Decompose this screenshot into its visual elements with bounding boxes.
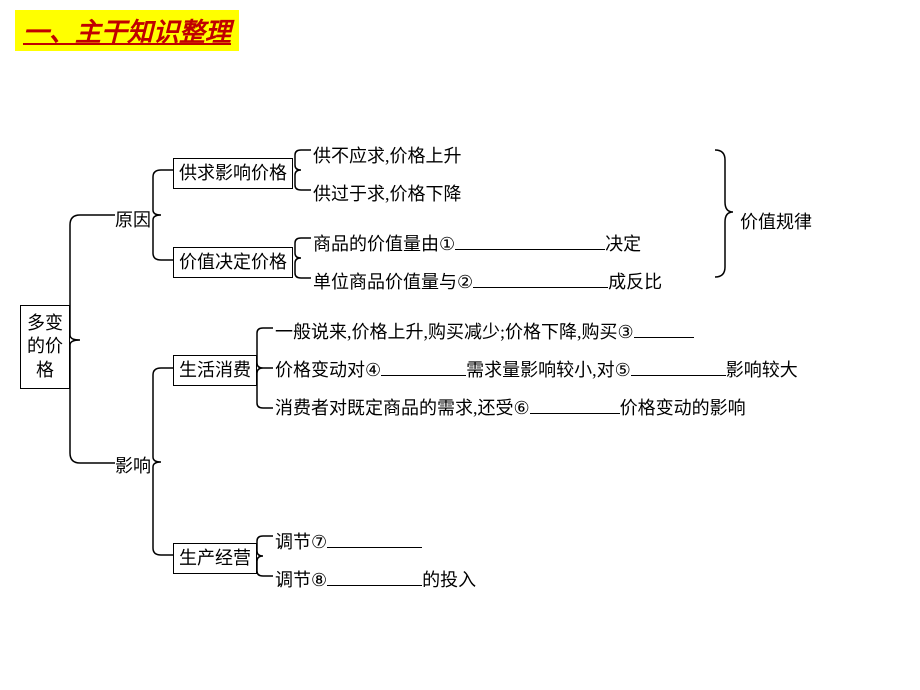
- root-node: 多变 的价格: [20, 305, 70, 389]
- blank-4: [381, 358, 466, 376]
- node-production: 生产经营: [173, 543, 257, 574]
- bracket-right: [715, 142, 740, 292]
- effect-label: 影响: [115, 452, 151, 478]
- blank-5: [631, 358, 726, 376]
- node-value-decides: 价值决定价格: [173, 247, 293, 278]
- circled-3: ③: [618, 322, 634, 343]
- blank-1: [455, 232, 605, 250]
- line-l1: 供不应求,价格上升: [313, 142, 462, 168]
- blank-7: [327, 530, 422, 548]
- line-l9: 调节⑧的投入: [275, 566, 476, 592]
- circled-6: ⑥: [514, 398, 530, 419]
- blank-2: [473, 270, 608, 288]
- line-l3: 商品的价值量由①决定: [313, 230, 641, 256]
- line-l7: 消费者对既定商品的需求,还受⑥价格变动的影响: [275, 394, 746, 420]
- circled-2: ②: [457, 272, 473, 293]
- section-title: 一、主干知识整理: [15, 10, 239, 51]
- line-l8: 调节⑦: [275, 528, 422, 554]
- circled-7: ⑦: [311, 532, 327, 553]
- blank-3: [634, 320, 694, 338]
- line-l5: 一般说来,价格上升,购买减少;价格下降,购买③: [275, 318, 694, 344]
- circled-8: ⑧: [311, 570, 327, 591]
- circled-4: ④: [365, 360, 381, 381]
- circled-1: ①: [439, 234, 455, 255]
- blank-8: [327, 568, 422, 586]
- node-consumption: 生活消费: [173, 355, 257, 386]
- root-text: 多变 的价格: [27, 313, 63, 380]
- blank-6: [530, 396, 620, 414]
- line-l6: 价格变动对④需求量影响较小,对⑤影响较大: [275, 356, 798, 382]
- line-l2: 供过于求,价格下降: [313, 180, 462, 206]
- line-l4: 单位商品价值量与②成反比: [313, 268, 662, 294]
- circled-5: ⑤: [615, 360, 631, 381]
- cause-label: 原因: [115, 206, 151, 232]
- side-label: 价值规律: [740, 208, 812, 234]
- node-supply-demand: 供求影响价格: [173, 158, 293, 189]
